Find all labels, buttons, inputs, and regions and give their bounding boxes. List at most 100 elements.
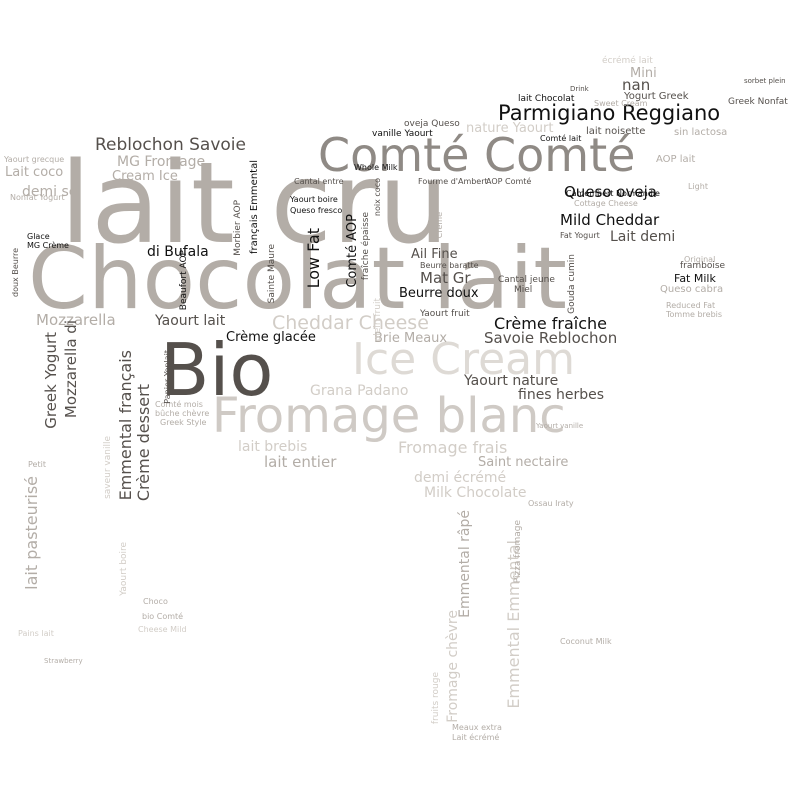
word: lait pasteurisé: [22, 476, 41, 590]
word: Sainte Maure: [267, 244, 277, 304]
word: Comté AOP: [345, 214, 360, 288]
word: Pains lait: [18, 629, 54, 638]
word: Yaourt fruit: [420, 309, 470, 319]
word: Panier Yoplait: [163, 350, 172, 404]
word: Bio: [160, 328, 274, 412]
word: français Emmental: [249, 160, 260, 255]
word: Mozzarella: [36, 311, 116, 329]
word: Glace: [27, 232, 50, 241]
word: Beaufort AOP: [179, 250, 189, 311]
word: Morbier AOP: [233, 200, 243, 256]
word: vanille Yaourt: [372, 129, 433, 139]
word: Lait coco: [5, 165, 64, 180]
word: Chocolat lait: [28, 229, 567, 329]
word: Gouda cumin: [567, 254, 577, 314]
word: Lait demi: [610, 229, 676, 245]
word: Mat Gr: [420, 269, 471, 287]
word: Yaourt boire: [290, 195, 338, 204]
word: Cantal jeune: [498, 275, 555, 285]
word: Emmental râpé: [457, 510, 473, 618]
word: bûche chèvre: [155, 409, 210, 418]
word: Ice Cream: [352, 334, 575, 385]
word: Petit: [28, 460, 46, 469]
word: Yaourt vanille: [536, 422, 584, 430]
word: plein fruit: [373, 298, 383, 342]
word: Comté lait: [540, 134, 582, 143]
word: Drink: [570, 85, 589, 93]
word: noix coco: [373, 178, 382, 217]
word: Saint nectaire: [478, 455, 569, 470]
word: Fromage frais: [398, 438, 508, 457]
word: Milk Chocolate: [424, 485, 527, 501]
word: Fromage blanc: [212, 388, 566, 444]
word: nan: [622, 76, 651, 94]
word: Coconut Milk: [560, 637, 612, 646]
word: Cantal entre: [294, 177, 344, 186]
word: Crème glacée: [226, 330, 316, 345]
word: Nonfat Yogurt: [10, 193, 65, 202]
word: Mild Cheddar: [560, 211, 660, 229]
word: Lait écrémé: [452, 733, 500, 742]
word: Comté mois: [155, 400, 203, 409]
word: Ail Fine: [411, 247, 458, 262]
word: demi sel: [22, 184, 82, 200]
word: Reblochon Savoie: [95, 135, 246, 155]
word: Brie Meaux: [374, 331, 448, 346]
word: Strawberry: [44, 657, 83, 665]
word: Greek Yogurt: [42, 332, 60, 429]
word: AOP Comté: [486, 177, 532, 186]
word: MG Crème: [27, 241, 69, 250]
word: Sweet Cream: [594, 99, 648, 108]
word: Reduced Fat: [666, 301, 716, 310]
word: Ossau Iraty: [528, 499, 574, 508]
word: Yaourt boire: [119, 542, 129, 596]
word: doux Beurre: [11, 248, 20, 297]
word: Camembert Normandie: [566, 189, 660, 198]
word: lait cru: [60, 139, 449, 269]
word: Crème fraîche: [494, 314, 607, 333]
word: Grana Padano: [310, 383, 409, 399]
word: di Bufala: [147, 244, 209, 260]
word: Tomme brebis: [666, 310, 723, 319]
word: bio Comté: [142, 612, 184, 621]
word: Crème dessert: [134, 384, 153, 502]
word: sorbet plein: [744, 77, 786, 85]
word: Pizza fromage: [513, 520, 523, 584]
word: lait brebis: [238, 439, 308, 455]
word: Cream Ice: [112, 169, 178, 184]
word: Fat Milk: [674, 272, 716, 285]
word: Savoie Reblochon: [484, 329, 618, 347]
word: Crème: [435, 212, 444, 239]
word: Beurre baratte: [420, 261, 479, 270]
word: Greek Nonfat: [728, 97, 788, 107]
word: AOP lait: [656, 154, 696, 165]
word: oveja Queso: [404, 119, 460, 129]
word: Yaourt lait: [155, 313, 226, 329]
word: Meaux extra: [452, 723, 502, 732]
word: sin lactosa: [674, 127, 728, 138]
word: Yogurt Greek: [624, 91, 689, 102]
word: Parmigiano Reggiano: [498, 101, 721, 125]
word: Whole Milk: [354, 163, 398, 172]
word: Original: [684, 255, 716, 264]
word: Beurre doux: [399, 286, 479, 301]
word: saveur vanille: [103, 436, 113, 499]
word: Low Fat: [304, 228, 323, 289]
word: nature Yaourt: [466, 121, 554, 136]
word: Fromage chèvre: [445, 610, 461, 723]
word: écrémé lait: [602, 56, 653, 66]
word: Fourme d'Ambert: [418, 177, 488, 186]
word: Light: [688, 182, 708, 191]
word: Choco: [143, 597, 168, 606]
word: framboise: [680, 261, 726, 271]
word: Miel: [514, 285, 533, 295]
word: lait noisette: [586, 126, 646, 137]
word: Cheddar Cheese: [272, 312, 429, 334]
word: Queso cabra: [660, 284, 724, 295]
word: Comté Comté: [318, 128, 636, 182]
word: fraîche épaisse: [361, 212, 371, 281]
word: Cheese Mild: [138, 625, 187, 634]
word: lait entier: [264, 453, 337, 471]
word: Emmental français: [116, 350, 135, 501]
